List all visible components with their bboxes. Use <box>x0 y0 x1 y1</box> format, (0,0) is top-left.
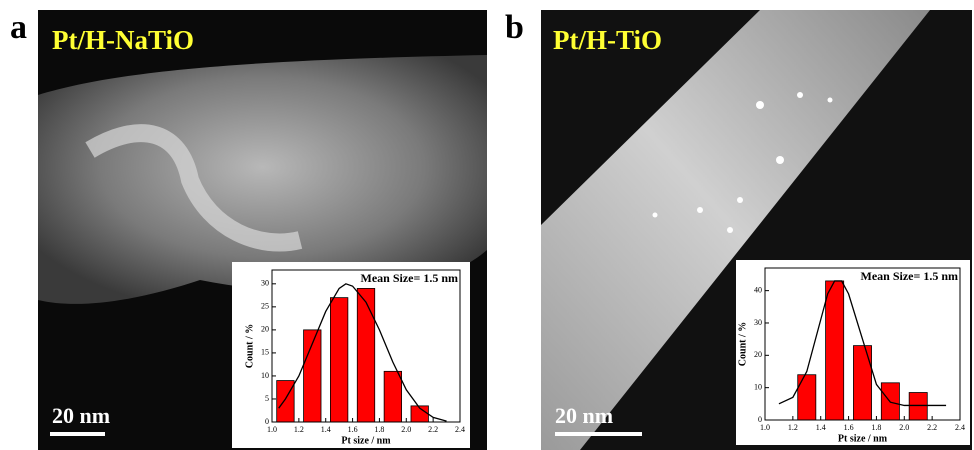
panel-label: a <box>10 9 27 46</box>
y-tick-label: 30 <box>754 318 762 327</box>
y-axis-title: Count / % <box>737 322 748 366</box>
y-tick-label: 40 <box>754 285 762 294</box>
panel-label: b <box>505 9 524 46</box>
bar <box>826 281 844 420</box>
annotation: Mean Size= 1.5 nm <box>361 271 459 285</box>
y-tick-label: 5 <box>265 394 269 403</box>
y-tick-label: 10 <box>261 371 269 380</box>
bar <box>277 381 294 422</box>
scale-label: 20 nm <box>52 403 110 428</box>
annotation: Mean Size= 1.5 nm <box>861 269 959 283</box>
y-tick-label: 30 <box>261 279 269 288</box>
y-tick-label: 20 <box>754 350 762 359</box>
scale-label: 20 nm <box>555 403 613 428</box>
x-tick-label: 2.0 <box>401 425 411 434</box>
panel-title: Pt/H-TiO <box>553 25 662 55</box>
y-axis-title: Count / % <box>244 324 255 368</box>
x-tick-label: 1.0 <box>267 425 277 434</box>
y-tick-label: 10 <box>754 382 762 391</box>
x-tick-label: 1.0 <box>760 423 770 432</box>
x-tick-label: 1.2 <box>294 425 304 434</box>
x-tick-label: 2.2 <box>428 425 438 434</box>
y-tick-label: 25 <box>261 302 269 311</box>
x-axis-title: Pt size / nm <box>838 433 888 444</box>
bar <box>853 346 871 420</box>
x-tick-label: 2.4 <box>455 425 465 434</box>
y-tick-label: 20 <box>261 325 269 334</box>
bar <box>798 375 816 420</box>
y-tick-label: 15 <box>261 348 269 357</box>
x-tick-label: 1.2 <box>788 423 798 432</box>
x-tick-label: 1.6 <box>348 425 358 434</box>
x-tick-label: 1.4 <box>321 425 331 434</box>
x-tick-label: 1.8 <box>374 425 384 434</box>
x-axis-title: Pt size / nm <box>341 435 391 446</box>
figure: a b Pt/H-NaTiO Pt/H-TiO 20 nm 20 nm 0510… <box>0 0 974 450</box>
bar <box>909 393 927 420</box>
x-tick-label: 1.8 <box>871 423 881 432</box>
x-tick-label: 1.4 <box>816 423 826 432</box>
panel-title: Pt/H-NaTiO <box>52 25 194 55</box>
x-tick-label: 1.6 <box>844 423 854 432</box>
bar <box>384 371 401 422</box>
bar <box>357 288 374 422</box>
x-tick-label: 2.4 <box>955 423 965 432</box>
x-tick-label: 2.0 <box>899 423 909 432</box>
bar <box>330 298 347 422</box>
inset-background <box>736 260 970 445</box>
x-tick-label: 2.2 <box>927 423 937 432</box>
